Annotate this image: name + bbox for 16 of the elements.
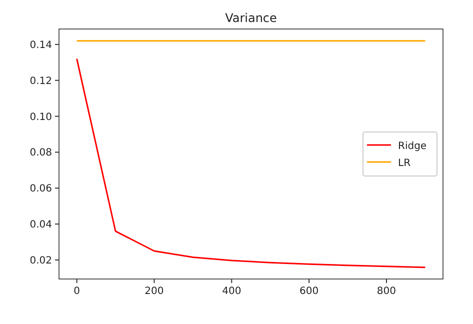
legend-label: Ridge — [398, 141, 427, 152]
chart-title: Variance — [225, 11, 277, 25]
y-tick-label: 0.08 — [30, 148, 52, 159]
x-tick-label: 400 — [222, 286, 242, 297]
x-tick-label: 200 — [144, 286, 164, 297]
legend-label: LR — [398, 158, 411, 169]
y-tick-label: 0.04 — [30, 220, 52, 231]
y-tick-label: 0.12 — [30, 76, 52, 87]
y-tick-label: 0.14 — [30, 40, 52, 51]
line-series — [76, 58, 426, 268]
x-tick-label: 0 — [74, 286, 80, 297]
x-tick-label: 600 — [300, 286, 319, 297]
y-tick-label: 0.06 — [30, 184, 52, 195]
y-tick-label: 0.10 — [30, 112, 52, 123]
x-tick-label: 800 — [376, 286, 396, 297]
y-tick-label: 0.02 — [30, 255, 52, 266]
